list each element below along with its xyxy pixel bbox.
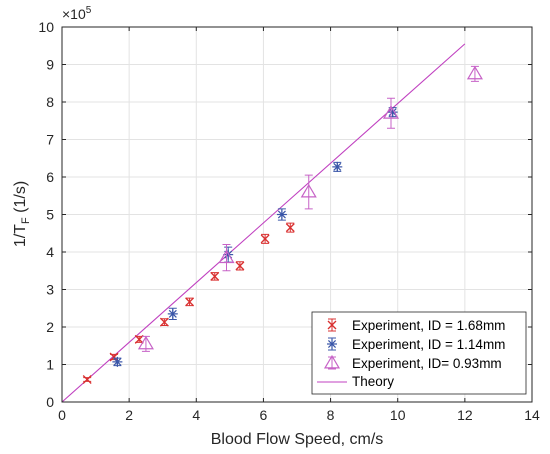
x-tick-label: 10 bbox=[390, 407, 406, 423]
legend-label-series-2: Experiment, ID = 1.14mm bbox=[352, 337, 505, 352]
theory-line-layer bbox=[61, 43, 466, 403]
data-points-layer bbox=[82, 65, 483, 384]
marker-stroke bbox=[82, 375, 92, 384]
marker-stroke bbox=[333, 162, 342, 171]
theory-line bbox=[61, 43, 466, 403]
y-exponent-label: ×105 bbox=[62, 5, 92, 22]
legend-marker-symbol bbox=[327, 320, 337, 330]
y-tick-label: 3 bbox=[46, 282, 54, 298]
data-point-series-1 bbox=[82, 375, 92, 384]
marker-stroke bbox=[277, 210, 286, 219]
marker-stroke bbox=[185, 297, 195, 307]
data-point-series-2 bbox=[276, 209, 287, 220]
data-point-series-1 bbox=[285, 223, 295, 233]
legend-marker-series-3 bbox=[323, 354, 341, 370]
data-point-series-2 bbox=[332, 161, 343, 172]
data-point-series-2 bbox=[167, 308, 178, 319]
marker-stroke bbox=[285, 223, 295, 233]
y-tick-label: 9 bbox=[46, 57, 54, 73]
data-point-series-1 bbox=[235, 261, 245, 271]
data-point-series-3 bbox=[300, 183, 317, 198]
marker-stroke bbox=[159, 317, 169, 327]
marker-stroke bbox=[113, 357, 122, 366]
marker-stroke bbox=[168, 309, 177, 318]
marker-stroke bbox=[260, 234, 270, 244]
marker-stroke bbox=[210, 271, 220, 281]
data-point-series-1 bbox=[109, 352, 119, 362]
marker-triangle bbox=[218, 249, 235, 264]
y-axis-label: 1/TF (1/s) bbox=[12, 181, 32, 247]
legend-label-theory: Theory bbox=[352, 374, 394, 389]
data-point-series-1 bbox=[185, 297, 195, 307]
data-point-series-2 bbox=[112, 356, 123, 367]
error-bar bbox=[304, 174, 313, 210]
legend-label-series-1: Experiment, ID = 1.68mm bbox=[352, 318, 505, 333]
y-tick-label: 7 bbox=[46, 132, 54, 148]
legend: Experiment, ID = 1.68mm Experiment, ID =… bbox=[311, 311, 527, 395]
y-tick-label: 1 bbox=[46, 357, 54, 373]
x-tick-label: 6 bbox=[260, 407, 268, 423]
legend-marker-symbol bbox=[327, 339, 337, 349]
data-point-series-3 bbox=[218, 249, 235, 264]
x-tick-label: 4 bbox=[192, 407, 200, 423]
legend-marker-series-1 bbox=[327, 318, 337, 332]
data-point-series-1 bbox=[134, 334, 144, 344]
marker-stroke bbox=[388, 108, 397, 117]
marker-stroke bbox=[327, 339, 337, 349]
y-tick-label: 4 bbox=[46, 244, 54, 260]
legend-marker-series-2 bbox=[327, 337, 337, 351]
x-tick-label: 14 bbox=[524, 407, 540, 423]
marker-stroke bbox=[235, 261, 245, 271]
data-point-series-3 bbox=[466, 65, 483, 80]
x-tick-label: 0 bbox=[58, 407, 66, 423]
marker-triangle bbox=[466, 65, 483, 80]
x-axis-label: Blood Flow Speed, cm/s bbox=[211, 431, 384, 448]
marker-stroke bbox=[109, 352, 119, 362]
marker-stroke bbox=[327, 320, 337, 330]
y-tick-label: 8 bbox=[46, 94, 54, 110]
data-point-series-1 bbox=[210, 271, 220, 281]
marker-triangle bbox=[323, 354, 341, 369]
error-bar bbox=[222, 244, 231, 272]
marker-triangle bbox=[382, 105, 400, 119]
x-tick-label: 12 bbox=[457, 407, 473, 423]
marker-triangle bbox=[137, 335, 154, 350]
legend-box bbox=[311, 311, 527, 395]
marker-stroke bbox=[134, 334, 144, 344]
x-tick-label: 2 bbox=[125, 407, 133, 423]
y-tick-label: 6 bbox=[46, 169, 54, 185]
y-tick-label: 0 bbox=[46, 394, 54, 410]
data-point-series-3 bbox=[382, 105, 400, 119]
legend-marker-symbol bbox=[323, 354, 341, 369]
data-point-series-1 bbox=[159, 317, 169, 327]
data-point-series-1 bbox=[260, 234, 270, 244]
marker-triangle bbox=[300, 183, 317, 198]
legend-label-series-3: Experiment, ID= 0.93mm bbox=[352, 356, 502, 371]
x-tick-label: 8 bbox=[327, 407, 335, 423]
y-tick-label: 2 bbox=[46, 319, 54, 335]
data-point-series-3 bbox=[137, 335, 154, 350]
y-tick-label: 5 bbox=[46, 207, 54, 223]
error-bar bbox=[387, 97, 395, 129]
y-tick-label: 10 bbox=[38, 19, 54, 35]
